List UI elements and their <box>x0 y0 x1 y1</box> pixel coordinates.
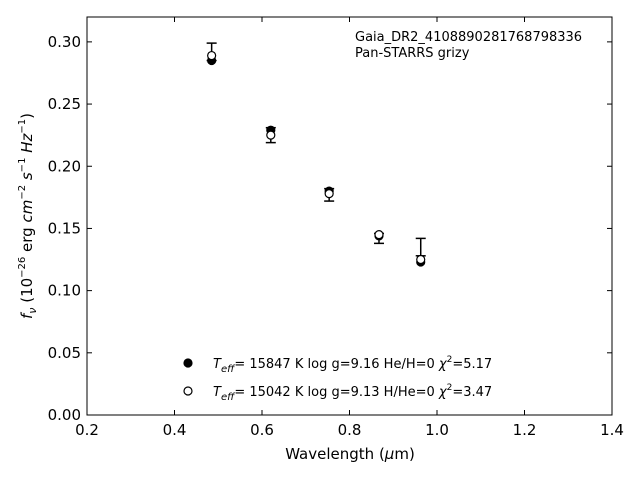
legend-marker <box>183 358 193 368</box>
x-tick-label: 1.4 <box>600 421 624 439</box>
y-tick-label: 0.05 <box>48 344 81 362</box>
annotation-source-id: Gaia_DR2_4108890281768798336 <box>355 30 582 45</box>
model-point-open <box>266 130 276 140</box>
x-tick-label: 1.2 <box>513 421 537 439</box>
data-marks <box>206 42 426 267</box>
y-axis-label: fν (10−26 erg cm−2 s−1 Hz−1) <box>17 113 39 319</box>
x-tick-label: 1.0 <box>425 421 449 439</box>
legend-entry: Teff= 15042 K log g=9.13 H/He=0 χ2=3.47 <box>213 383 492 403</box>
y-tick-label: 0.10 <box>48 282 81 300</box>
x-tick-label: 0.2 <box>75 421 99 439</box>
x-axis-label: Wavelength (μm) <box>285 445 415 463</box>
axis-ticks: 0.2 0.4 0.6 0.8 1.0 1.2 1.4 0.00 0.05 0.10 0.15 0.2… <box>48 17 624 439</box>
plot-frame <box>86 16 613 416</box>
model-point-open <box>374 230 384 240</box>
legend-marker <box>183 386 193 396</box>
x-tick-label: 0.6 <box>250 421 274 439</box>
y-tick-label: 0.30 <box>48 33 81 51</box>
y-tick-label: 0.20 <box>48 157 81 175</box>
model-point-open <box>207 50 217 61</box>
observed-errorbar <box>415 237 426 257</box>
y-tick-label: 0.25 <box>48 95 81 113</box>
annotation-survey: Pan-STARRS grizy <box>355 46 470 61</box>
y-tick-label: 0.00 <box>48 406 81 424</box>
model-point-open <box>324 189 334 199</box>
legend: Teff= 15847 K log g=9.16 He/H=0 χ2=5.17 T… <box>183 355 492 403</box>
model-point-open <box>416 254 426 265</box>
y-tick-label: 0.15 <box>48 219 81 237</box>
x-tick-label: 0.4 <box>163 421 187 439</box>
x-tick-label: 0.8 <box>338 421 362 439</box>
legend-entry: Teff= 15847 K log g=9.16 He/H=0 χ2=5.17 <box>213 355 492 375</box>
